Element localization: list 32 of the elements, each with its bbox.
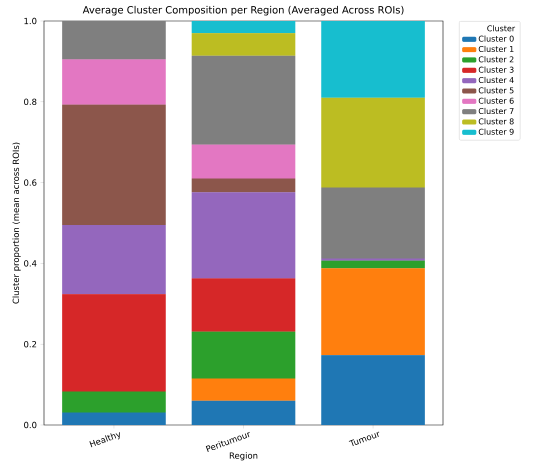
bar xyxy=(62,225,166,294)
bar xyxy=(192,192,296,278)
bar xyxy=(321,98,425,188)
bar xyxy=(192,144,296,179)
y-tick-label: 0.6 xyxy=(24,179,36,186)
bar xyxy=(62,59,166,105)
bar xyxy=(62,391,166,412)
bar xyxy=(192,278,296,332)
chart-title: Average Cluster Composition per Region (Averaged Across ROIs) xyxy=(82,6,404,16)
bar xyxy=(62,294,166,392)
y-tick-label: 1.0 xyxy=(24,18,36,24)
bar xyxy=(192,33,296,56)
y-axis-title: Cluster proportion (mean across ROIs) xyxy=(12,142,21,304)
bar xyxy=(62,20,166,60)
y-tick-label: 0.0 xyxy=(24,422,36,428)
bar xyxy=(321,355,425,425)
bar xyxy=(192,378,296,401)
bar xyxy=(321,20,425,98)
bar xyxy=(192,400,296,425)
bar xyxy=(321,260,425,268)
bar xyxy=(62,412,166,425)
x-axis-title: Region xyxy=(230,452,258,460)
bar xyxy=(192,332,296,379)
y-tick-label: 0.2 xyxy=(24,341,36,348)
bar xyxy=(192,56,296,145)
y-tick-label: 0.4 xyxy=(24,260,36,267)
bar xyxy=(321,187,425,259)
bar xyxy=(321,268,425,356)
bar xyxy=(192,178,296,192)
bar xyxy=(62,104,166,226)
y-tick-label: 0.8 xyxy=(24,98,36,106)
bar xyxy=(192,20,296,34)
